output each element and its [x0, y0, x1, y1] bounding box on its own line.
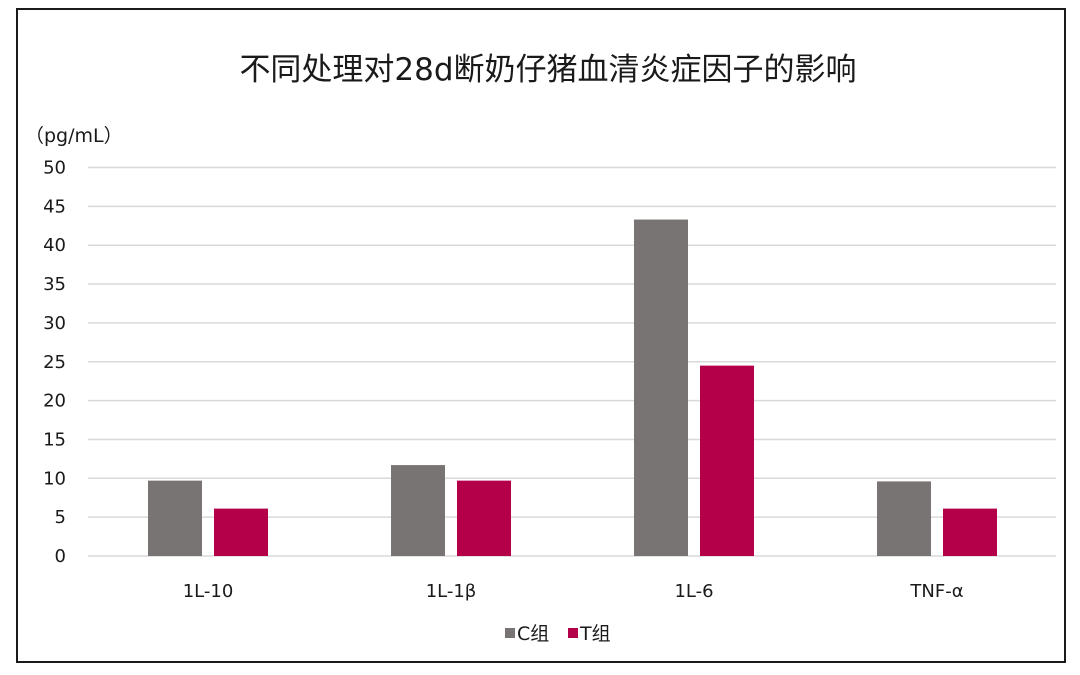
x-tick-label: 1L-6	[674, 581, 713, 602]
x-tick-label: TNF-α	[909, 581, 963, 602]
y-tick-label: 10	[43, 468, 66, 489]
legend-swatch-c	[505, 628, 515, 638]
bar-t-1	[214, 508, 268, 556]
bar-t-3	[700, 365, 754, 556]
y-tick-label: 20	[43, 391, 66, 412]
y-tick-label: 15	[43, 429, 66, 450]
legend-swatch-t	[568, 628, 578, 638]
y-tick-label: 25	[43, 352, 66, 373]
bar-c-1	[148, 480, 202, 556]
y-tick-label: 45	[43, 196, 66, 217]
x-axis-ticks: 1L-10 1L-1β 1L-6 TNF-α	[183, 581, 964, 602]
y-axis-ticks: 0 5 10 15 20 25 30 35 40 45 50	[43, 158, 66, 568]
bar-c-3	[634, 219, 688, 556]
bar-c-2	[391, 465, 445, 556]
bar-t-4	[943, 508, 997, 556]
x-tick-label: 1L-1β	[426, 581, 477, 602]
y-tick-label: 40	[43, 235, 66, 256]
bar-c-4	[877, 481, 931, 556]
y-tick-label: 30	[43, 313, 66, 334]
y-axis-unit-label: （pg/mL）	[25, 125, 123, 147]
y-tick-label: 35	[43, 274, 66, 295]
legend: C组 T组	[505, 623, 611, 645]
y-tick-label: 50	[43, 158, 66, 179]
y-tick-label: 5	[55, 507, 66, 528]
chart-title: 不同处理对28d断奶仔猪血清炎症因子的影响	[239, 52, 856, 88]
bar-t-2	[457, 480, 511, 556]
x-tick-label: 1L-10	[183, 581, 234, 602]
bars	[148, 219, 997, 556]
legend-label-t: T组	[579, 623, 611, 645]
legend-label-c: C组	[517, 623, 549, 645]
y-tick-label: 0	[55, 546, 66, 567]
